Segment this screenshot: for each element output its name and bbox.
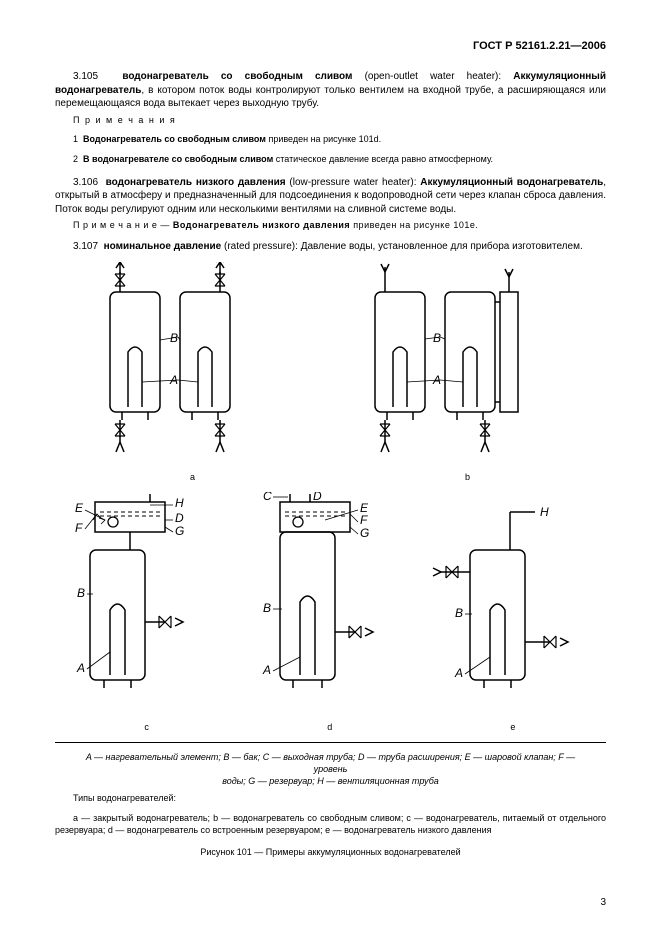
def-3107: 3.107 номинальное давление (rated pressu… xyxy=(55,240,606,254)
svg-text:A: A xyxy=(76,661,85,675)
def-3105: 3.105 водонагреватель со свободным сливо… xyxy=(55,70,606,111)
note-1: 1 Водонагреватель со свободным сливом пр… xyxy=(55,134,606,146)
svg-text:C: C xyxy=(263,492,272,503)
svg-text:H: H xyxy=(540,505,549,519)
svg-text:A: A xyxy=(262,663,271,677)
sublabel-b: b xyxy=(330,472,605,482)
types-heading: Типы водонагревателей: xyxy=(55,793,606,803)
note-106: П р и м е ч а н и е — Водонагреватель ни… xyxy=(55,220,606,230)
types-body: a — закрытый водонагреватель; b — водона… xyxy=(55,812,606,836)
sublabel-c: c xyxy=(55,722,238,732)
svg-text:B: B xyxy=(455,606,463,620)
page-number: 3 xyxy=(600,897,606,908)
figure-caption: Рисунок 101 — Примеры аккумуляционных во… xyxy=(55,847,606,857)
svg-text:F: F xyxy=(75,521,83,535)
svg-text:H: H xyxy=(175,496,184,510)
note-2: 2 В водонагревателе со свободным сливом … xyxy=(55,154,606,166)
svg-text:D: D xyxy=(313,492,322,503)
doc-header: ГОСТ Р 52161.2.21—2006 xyxy=(55,40,606,52)
svg-text:E: E xyxy=(75,501,84,515)
svg-text:D: D xyxy=(175,511,184,525)
figure-101: B A xyxy=(55,262,606,732)
legend: A — нагревательный элемент; B — бак; C —… xyxy=(75,751,586,787)
svg-text:B: B xyxy=(77,586,85,600)
sublabel-d: d xyxy=(238,722,421,732)
svg-text:G: G xyxy=(175,524,184,538)
sublabel-a: a xyxy=(55,472,330,482)
svg-text:G: G xyxy=(360,526,369,540)
svg-text:B: B xyxy=(263,601,271,615)
svg-text:F: F xyxy=(360,513,368,527)
sublabel-e: e xyxy=(421,722,604,732)
def-3106: 3.106 водонагреватель низкого давления (… xyxy=(55,176,606,217)
notes-heading: П р и м е ч а н и я xyxy=(55,115,606,125)
svg-text:A: A xyxy=(454,666,463,680)
